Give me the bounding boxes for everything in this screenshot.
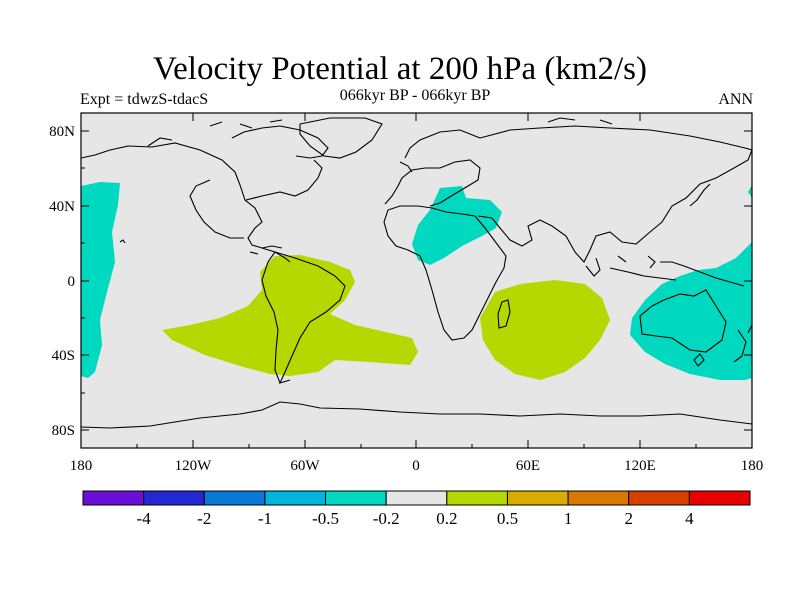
lat-label: 0	[68, 274, 76, 290]
lon-label: 180	[741, 458, 764, 474]
colorbar-label: -0.2	[373, 509, 400, 528]
colorbar-labels: -4 -2 -1 -0.5 -0.2 0.2 0.5 1 2 4	[137, 509, 695, 528]
colorbar-box	[203, 490, 266, 506]
lon-label: 120E	[624, 458, 656, 474]
colorbar-box	[567, 490, 630, 506]
colorbar-label: 2	[624, 509, 633, 528]
lat-label: 40S	[52, 348, 75, 364]
colorbar-box	[325, 490, 387, 506]
colorbar-label: 0.5	[497, 509, 518, 528]
colorbar	[82, 490, 751, 506]
lon-label: 120W	[175, 458, 213, 474]
colorbar-box	[82, 490, 145, 506]
period-label: 066kyr BP - 066kyr BP	[339, 87, 491, 104]
colorbar-box	[446, 490, 508, 506]
colorbar-label: -2	[197, 509, 211, 528]
positive-region-indian-ocean	[480, 280, 610, 380]
longitude-labels: 180 120W 60W 0 60E 120E 180	[70, 458, 764, 474]
lat-label: 80N	[49, 124, 75, 140]
season-label: ANN	[718, 91, 753, 108]
latitude-labels: 80N 40N 0 40S 80S	[49, 124, 75, 439]
colorbar-label: -1	[258, 509, 272, 528]
map-background	[81, 113, 752, 448]
positive-region-south-america	[162, 255, 418, 376]
axis-ticks	[81, 113, 752, 448]
negative-region-central-pacific	[81, 182, 120, 378]
lon-label: 180	[70, 458, 93, 474]
experiment-label: Expt = tdwzS-tdacS	[80, 91, 209, 108]
colorbar-box	[688, 490, 751, 506]
colorbar-box	[143, 490, 205, 506]
colorbar-label: 1	[564, 509, 573, 528]
lat-label: 40N	[49, 199, 75, 215]
lon-label: 60E	[516, 458, 540, 474]
negative-region-mediterranean-africa	[412, 186, 502, 265]
coastlines	[81, 117, 752, 429]
negative-region-australia	[630, 242, 752, 380]
negative-region-east-asia-edge	[748, 185, 752, 198]
map-title: Velocity Potential at 200 hPa (km2/s)	[152, 51, 648, 87]
colorbar-label: 0.2	[436, 509, 457, 528]
colorbar-label: -4	[137, 509, 152, 528]
colorbar-box	[506, 490, 569, 506]
colorbar-label: -0.5	[312, 509, 339, 528]
lon-label: 0	[412, 458, 420, 474]
lon-label: 60W	[290, 458, 320, 474]
colorbar-box	[628, 490, 690, 506]
colorbar-box	[385, 490, 448, 506]
colorbar-label: 4	[685, 509, 694, 528]
lat-label: 80S	[52, 423, 75, 439]
colorbar-box	[264, 490, 327, 506]
